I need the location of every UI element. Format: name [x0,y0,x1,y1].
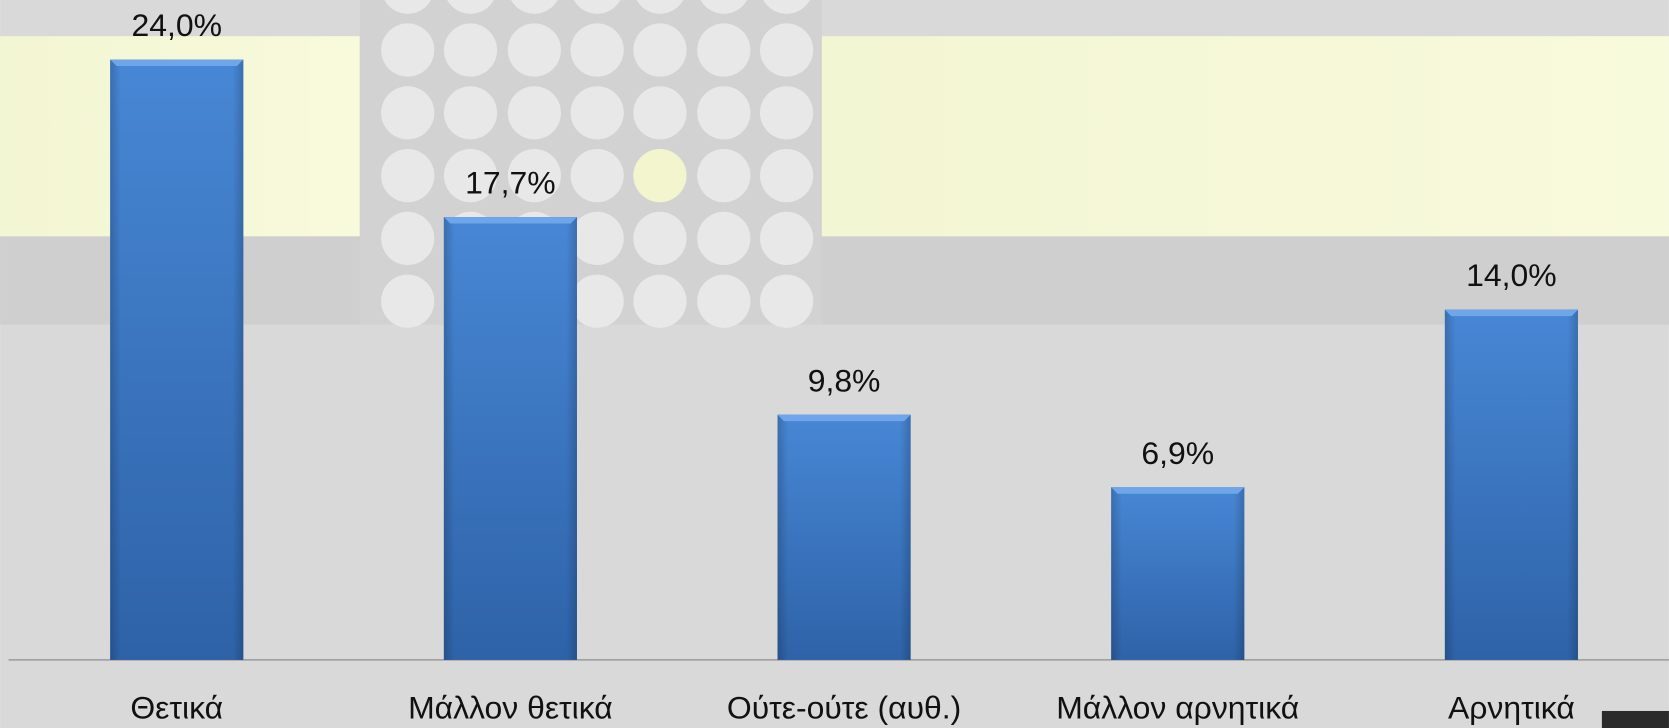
value-label: 14,0% [1466,257,1556,293]
dot [759,23,814,77]
dot [381,211,435,266]
corner-box [1601,710,1669,728]
dot [443,86,498,140]
dot [507,23,561,77]
value-label: 17,7% [465,165,555,201]
value-label: 24,0% [132,7,222,43]
dot [381,274,435,328]
dot [384,0,432,14]
x-tick-label: Θετικά [130,689,223,725]
bar-bevel [1444,309,1578,317]
dot [573,0,621,14]
dot [507,149,561,203]
dot [570,149,624,203]
bar-bevel [110,59,244,66]
dot [633,211,687,266]
dot [636,0,684,14]
bar-side [443,217,577,660]
dot [381,86,435,140]
dot [697,211,751,266]
dot [697,86,751,140]
dot [381,23,435,77]
dot [697,149,751,203]
bar-bevel [1111,487,1245,494]
dot [633,274,687,328]
bar-bevel [777,414,911,422]
dot [759,211,814,266]
dot [507,86,561,140]
dot [759,86,814,140]
bar-side [777,414,911,660]
dot [633,149,687,203]
x-tick-label: Μάλλον αρνητικά [1056,689,1299,725]
x-tick-label: Μάλλον θετικά [408,689,613,725]
dot [633,23,687,77]
band-dark [0,236,1669,325]
dot [759,274,814,328]
bar-side [1111,487,1245,660]
dot [700,0,748,14]
bar-side [110,59,244,660]
dot [570,274,624,328]
x-tick-label: Αρνητικά [1448,689,1575,725]
x-tick-label: Ούτε-ούτε (αυθ.) [727,689,961,725]
dot [443,23,498,77]
dot [570,211,624,266]
dot [697,23,751,77]
band-yellow [821,36,1669,237]
dot [697,274,751,328]
bar-bevel [443,217,577,224]
dot [511,0,558,14]
dot [759,149,814,203]
dot [381,149,435,203]
dot [570,23,624,77]
dot [633,86,687,140]
dot [447,0,494,14]
value-label: 9,8% [808,362,881,398]
value-label: 6,9% [1141,435,1214,471]
bar-side [1444,309,1578,660]
dot [443,149,498,203]
dot [570,86,624,140]
dot [763,0,810,14]
